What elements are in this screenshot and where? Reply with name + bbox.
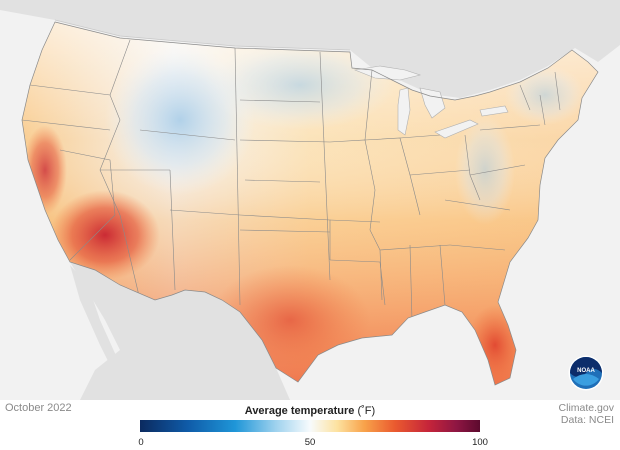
hot-central-valley (23, 125, 67, 215)
credit: Climate.gov Data: NCEI (559, 402, 614, 426)
credit-data: Data: NCEI (560, 414, 614, 426)
great-lakes (353, 65, 509, 139)
legend-colorbar (140, 420, 480, 432)
legend-tick-min: 0 (138, 437, 144, 448)
temperature-map (0, 0, 620, 400)
legend-tick-mid: 50 (304, 437, 316, 448)
hot-desert-southwest (50, 190, 160, 280)
cool-northern-plains (205, 40, 395, 130)
lake-huron (419, 87, 446, 119)
legend-title-text: Average temperature (244, 405, 355, 417)
svg-text:NOAA: NOAA (577, 368, 595, 374)
cool-appalachians (455, 115, 515, 225)
canada-land (0, 0, 620, 98)
legend-unit: (˚F) (357, 405, 376, 417)
lake-erie (434, 119, 479, 139)
noaa-logo-icon: NOAA (568, 355, 604, 391)
lake-ontario (479, 105, 509, 117)
legend-tick-max: 100 (472, 437, 488, 448)
country-borders (54, 19, 351, 51)
legend-title: Average temperature (˚F) (140, 405, 480, 417)
baja-peninsula (70, 265, 128, 395)
credit-source: Climate.gov (558, 402, 614, 414)
cool-new-england (505, 65, 585, 125)
state-borders (22, 39, 561, 321)
date-label: October 2022 (5, 402, 72, 414)
mexico-land (70, 262, 290, 400)
